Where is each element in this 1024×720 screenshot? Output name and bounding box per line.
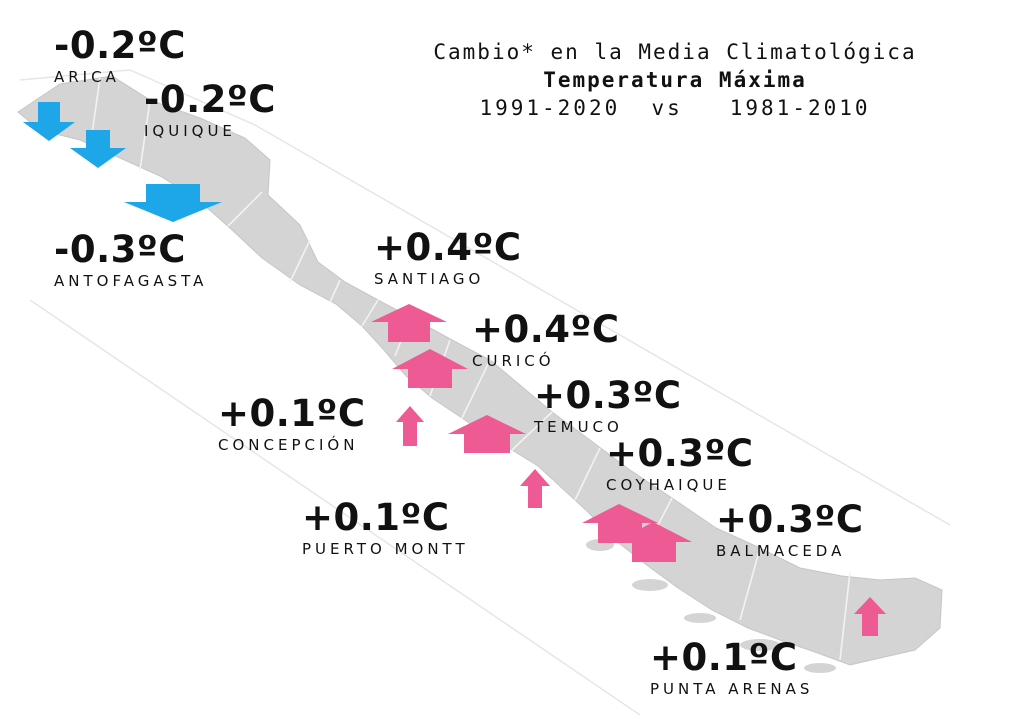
station-arica: -0.2ºC ARICA [54, 24, 186, 87]
station-name: CURICÓ [472, 352, 555, 370]
station-curico: +0.4ºC CURICÓ [472, 308, 620, 371]
station-change: -0.2ºC [144, 78, 276, 121]
station-change: +0.1ºC [302, 496, 450, 539]
arrow-up-concepcion [396, 406, 424, 446]
title-line-2: Temperatura Máxima [543, 68, 807, 92]
station-name: BALMACEDA [716, 542, 846, 560]
arrow-down-arica [23, 102, 75, 141]
decrease-arrows [23, 102, 222, 222]
station-name: ARICA [54, 68, 120, 86]
southern-islands [586, 539, 836, 673]
arrow-up-temuco [448, 415, 526, 453]
station-santiago: +0.4ºC SANTIAGO [374, 226, 522, 289]
station-concepcion: +0.1ºC CONCEPCIÓN [218, 392, 366, 455]
map-title: Cambio* en la Media Climatológica Temper… [380, 38, 970, 122]
station-name: ANTOFAGASTA [54, 272, 208, 290]
station-iquique: -0.2ºC IQUIQUE [144, 78, 276, 141]
arrow-up-curico [392, 349, 468, 388]
station-puerto-montt: +0.1ºC PUERTO MONTT [302, 496, 469, 559]
station-balmaceda: +0.3ºC BALMACEDA [716, 498, 864, 561]
map-frame-line [29, 299, 641, 716]
station-name: CONCEPCIÓN [218, 436, 359, 454]
station-name: SANTIAGO [374, 270, 485, 288]
arrow-up-balmaceda [616, 522, 692, 562]
station-name: PUNTA ARENAS [650, 680, 814, 698]
station-change: +0.3ºC [606, 432, 754, 475]
arrow-up-puerto-montt [520, 469, 550, 508]
map-frame-line [19, 69, 951, 526]
station-temuco: +0.3ºC TEMUCO [534, 374, 682, 437]
arrow-down-antofagasta [124, 184, 222, 222]
station-name: TEMUCO [534, 418, 623, 436]
arrow-down-iquique [70, 130, 126, 168]
chile-land [17, 75, 943, 666]
arrow-up-santiago [371, 304, 447, 342]
station-punta-arenas: +0.1ºC PUNTA ARENAS [650, 636, 814, 699]
station-name: IQUIQUE [144, 122, 236, 140]
title-line-1: Cambio* en la Media Climatológica [433, 40, 917, 64]
station-change: -0.3ºC [54, 228, 186, 271]
station-change: +0.1ºC [218, 392, 366, 435]
station-change: +0.3ºC [534, 374, 682, 417]
station-antofagasta: -0.3ºC ANTOFAGASTA [54, 228, 208, 291]
station-name: COYHAIQUE [606, 476, 731, 494]
station-change: -0.2ºC [54, 24, 186, 67]
arrow-up-punta-arenas [854, 597, 886, 636]
station-name: PUERTO MONTT [302, 540, 469, 558]
station-change: +0.4ºC [472, 308, 620, 351]
increase-arrows [371, 304, 886, 636]
station-change: +0.4ºC [374, 226, 522, 269]
station-change: +0.3ºC [716, 498, 864, 541]
station-coyhaique: +0.3ºC COYHAIQUE [606, 432, 754, 495]
station-change: +0.1ºC [650, 636, 798, 679]
title-line-3: 1991-2020 vs 1981-2010 [479, 96, 871, 120]
